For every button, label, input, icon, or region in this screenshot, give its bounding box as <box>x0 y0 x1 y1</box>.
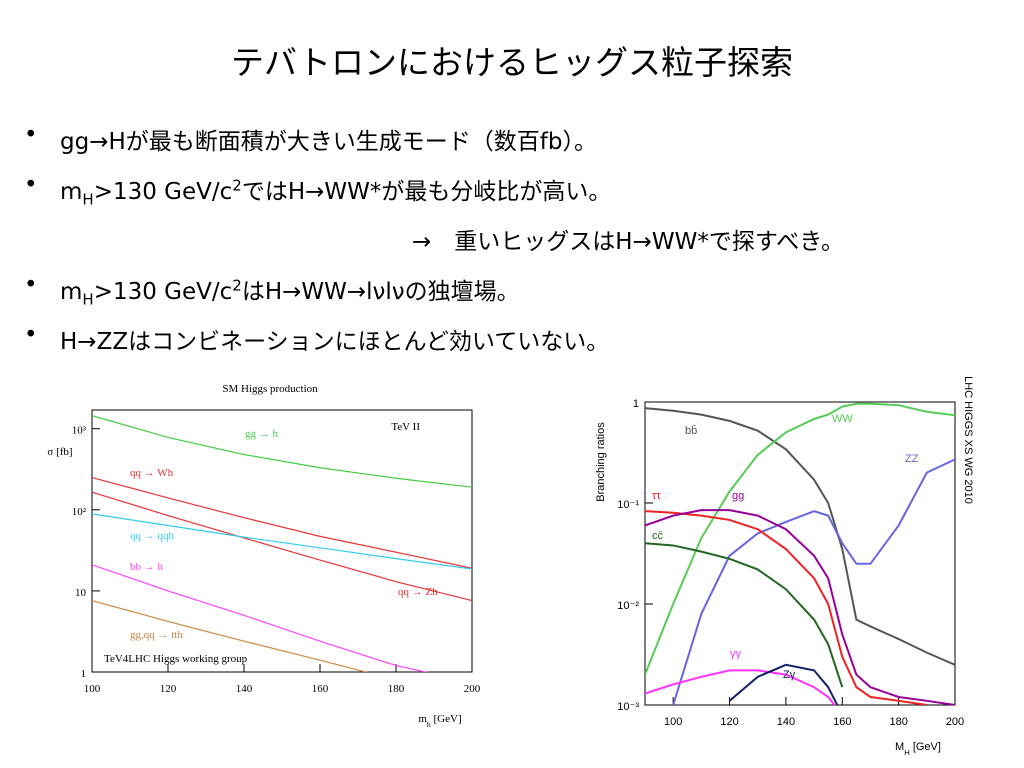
x-axis-label: MH [GeV] <box>895 741 941 757</box>
x-axis-label-part: [GeV] <box>910 741 941 753</box>
x-tick-label: 180 <box>388 683 405 695</box>
text: m <box>60 179 83 205</box>
series-line <box>92 415 472 488</box>
x-tick-label: 200 <box>946 716 964 728</box>
bullet: mH>130 GeV/c2はH→WW→lνlνの独壇場。 <box>24 272 520 309</box>
y-tick-label: 10⁻³ <box>617 701 639 713</box>
y-tick-label: 10² <box>72 506 87 518</box>
chart-title: SM Higgs production <box>222 383 318 395</box>
series-label: qq → Wh <box>130 467 174 479</box>
text: → 重いヒッグスはH→WW*で探すべき。 <box>412 229 845 255</box>
series-label: qq → Zh <box>398 586 438 598</box>
y-tick-label: 1 <box>81 668 87 680</box>
series-label: gg → h <box>245 428 279 440</box>
x-axis-label: mh [GeV] <box>418 713 461 729</box>
annotation: LHC HIGGS XS WG 2010 <box>962 376 974 504</box>
chart: 1 10 10² 10³ 100 120 140 160 180 200 SM Higgs prod… <box>47 383 480 729</box>
x-tick-label: 120 <box>720 716 738 728</box>
series-line <box>645 669 836 705</box>
y-tick-label: 10⁻² <box>617 600 639 612</box>
text: >130 GeV/c <box>93 279 233 305</box>
text: H <box>82 190 94 209</box>
x-tick-label: 140 <box>236 683 253 695</box>
series-label: γγ <box>730 648 742 660</box>
bullet: H→ZZはコンビネーションにほとんど効いていない。 <box>24 322 610 356</box>
series-line <box>645 402 955 675</box>
series-line <box>645 542 844 688</box>
x-tick-label: 160 <box>833 716 851 728</box>
series-label: cc̄ <box>652 530 664 542</box>
series-line <box>728 663 839 705</box>
series-label: Zγ <box>783 669 796 681</box>
slide-title: テバトロンにおけるヒッグス粒子探索 <box>231 43 793 82</box>
y-tick-label: 1 <box>633 398 639 410</box>
series-label: ZZ <box>905 453 919 465</box>
y-axis-label: Branching ratios <box>595 422 607 502</box>
x-axis-label-part: M <box>895 741 904 753</box>
series-line <box>672 458 955 705</box>
annotation: TeV4LHC Higgs working group <box>104 653 248 665</box>
bullet: mH>130 GeV/c2ではH→WW*が最も分岐比が高い。 <box>24 172 612 209</box>
y-tick-label: 10³ <box>72 425 87 437</box>
plot-frame <box>644 401 956 706</box>
x-axis-label-part: [GeV] <box>431 713 462 725</box>
x-tick-label: 120 <box>160 683 177 695</box>
x-tick-label: 200 <box>464 683 481 695</box>
series-label: gg <box>732 490 744 502</box>
x-tick-label: 140 <box>777 716 795 728</box>
text: ではH→WW*が最も分岐比が高い。 <box>241 179 612 205</box>
series-label: qq → qqh <box>130 530 175 542</box>
series-line <box>92 513 472 570</box>
y-tick-label: 10 <box>75 587 87 599</box>
text: 2 <box>232 176 242 195</box>
x-axis-label-part: H <box>904 748 910 757</box>
series-label: gg,qq → tth <box>130 629 183 641</box>
x-tick-label: 160 <box>312 683 329 695</box>
series-line <box>92 491 472 602</box>
text: >130 GeV/c <box>93 179 233 205</box>
series-label: ττ <box>652 490 661 502</box>
chart: 10⁻³ 10⁻² 10⁻¹ 1 100 120 140 160 180 200 Branching… <box>595 376 974 756</box>
series-line <box>92 599 369 672</box>
y-tick-label: 10⁻¹ <box>617 499 639 511</box>
series-line <box>645 510 927 705</box>
text: m <box>60 279 83 305</box>
series-label: WW <box>832 413 853 425</box>
bullet: gg→Hが最も断面積が大きい生成モード（数百fb）。 <box>24 122 597 156</box>
series-line <box>92 476 472 569</box>
text: はH→WW→lνlνの独壇場。 <box>241 279 520 305</box>
series-line <box>645 407 955 666</box>
x-axis-label-part: m <box>418 713 427 725</box>
plot-frame <box>91 409 473 673</box>
series-line <box>92 564 429 672</box>
y-axis-label: σ [fb] <box>47 446 72 458</box>
series-line <box>645 509 955 705</box>
text: H <box>82 290 94 309</box>
x-tick-label: 100 <box>84 683 101 695</box>
series-label: bb → h <box>130 561 164 573</box>
text: H→ZZはコンビネーションにほとんど効いていない。 <box>60 329 610 355</box>
text: gg→Hが最も断面積が大きい生成モード（数百fb）。 <box>60 129 597 155</box>
series-label: bb̄ <box>685 424 697 437</box>
note-line: → 重いヒッグスはH→WW*で探すべき。 <box>412 222 844 256</box>
x-tick-label: 100 <box>664 716 682 728</box>
text: 2 <box>232 276 242 295</box>
x-axis-label-part: h <box>427 720 431 729</box>
x-tick-label: 180 <box>889 716 907 728</box>
annotation: TeV II <box>391 421 420 433</box>
